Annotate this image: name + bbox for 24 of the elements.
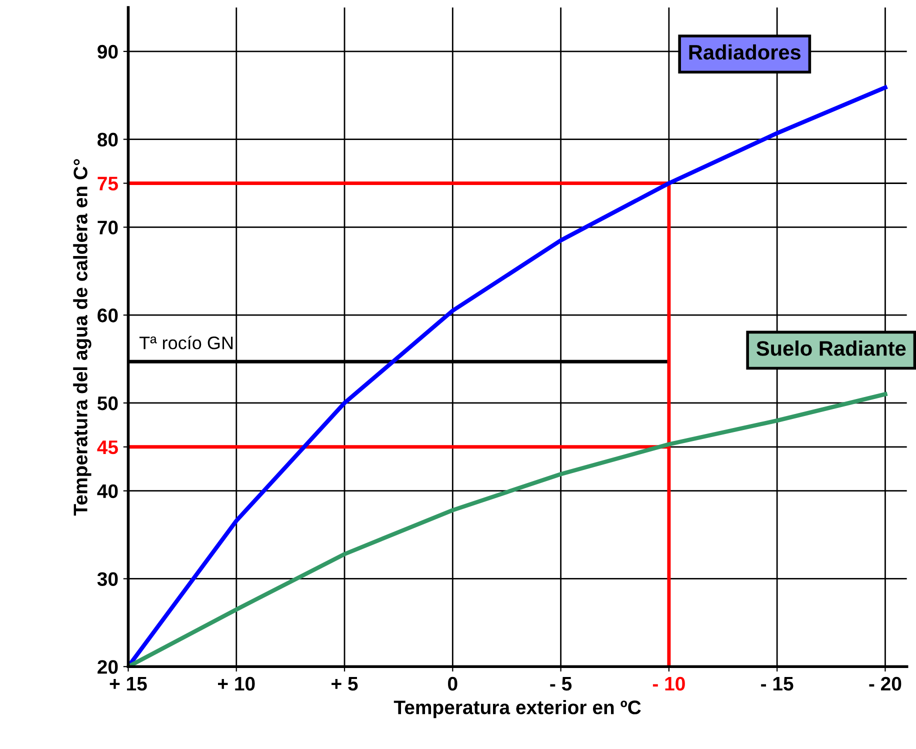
y-tick-label: 75 (98, 176, 118, 190)
x-tick-label: + 15 (110, 677, 147, 691)
x-axis-title: Temperatura exterior en ºC (394, 700, 641, 718)
x-tick-label: 0 (448, 676, 458, 691)
x-tick-label: - 15 (761, 677, 794, 691)
x-tick-label: + 5 (332, 677, 358, 691)
y-tick-label: 45 (97, 440, 118, 454)
text: Radiadores (689, 44, 801, 60)
x-tick-label: - 10 (652, 676, 685, 691)
y-tick-label: 30 (97, 572, 118, 586)
text: Suelo Radiante (756, 340, 906, 356)
y-tick-label: 70 (98, 220, 118, 234)
x-tick-label: + 10 (218, 676, 255, 691)
y-tick-label: 40 (97, 484, 118, 498)
y-tick-label: 80 (98, 132, 118, 147)
y-tick-label: 20 (98, 660, 118, 674)
line-series (128, 392, 888, 667)
y-tick-label: 60 (98, 308, 118, 322)
x-tick-label: - 5 (550, 677, 572, 691)
y-axis-title: Temperatura del agua de caldera en C° (73, 159, 92, 516)
y-tick-label: 90 (98, 44, 118, 59)
y-tick-label: 50 (97, 396, 118, 410)
ref-line-label: Tª rocío GN (139, 336, 233, 350)
x-tick-label: - 20 (869, 676, 902, 691)
